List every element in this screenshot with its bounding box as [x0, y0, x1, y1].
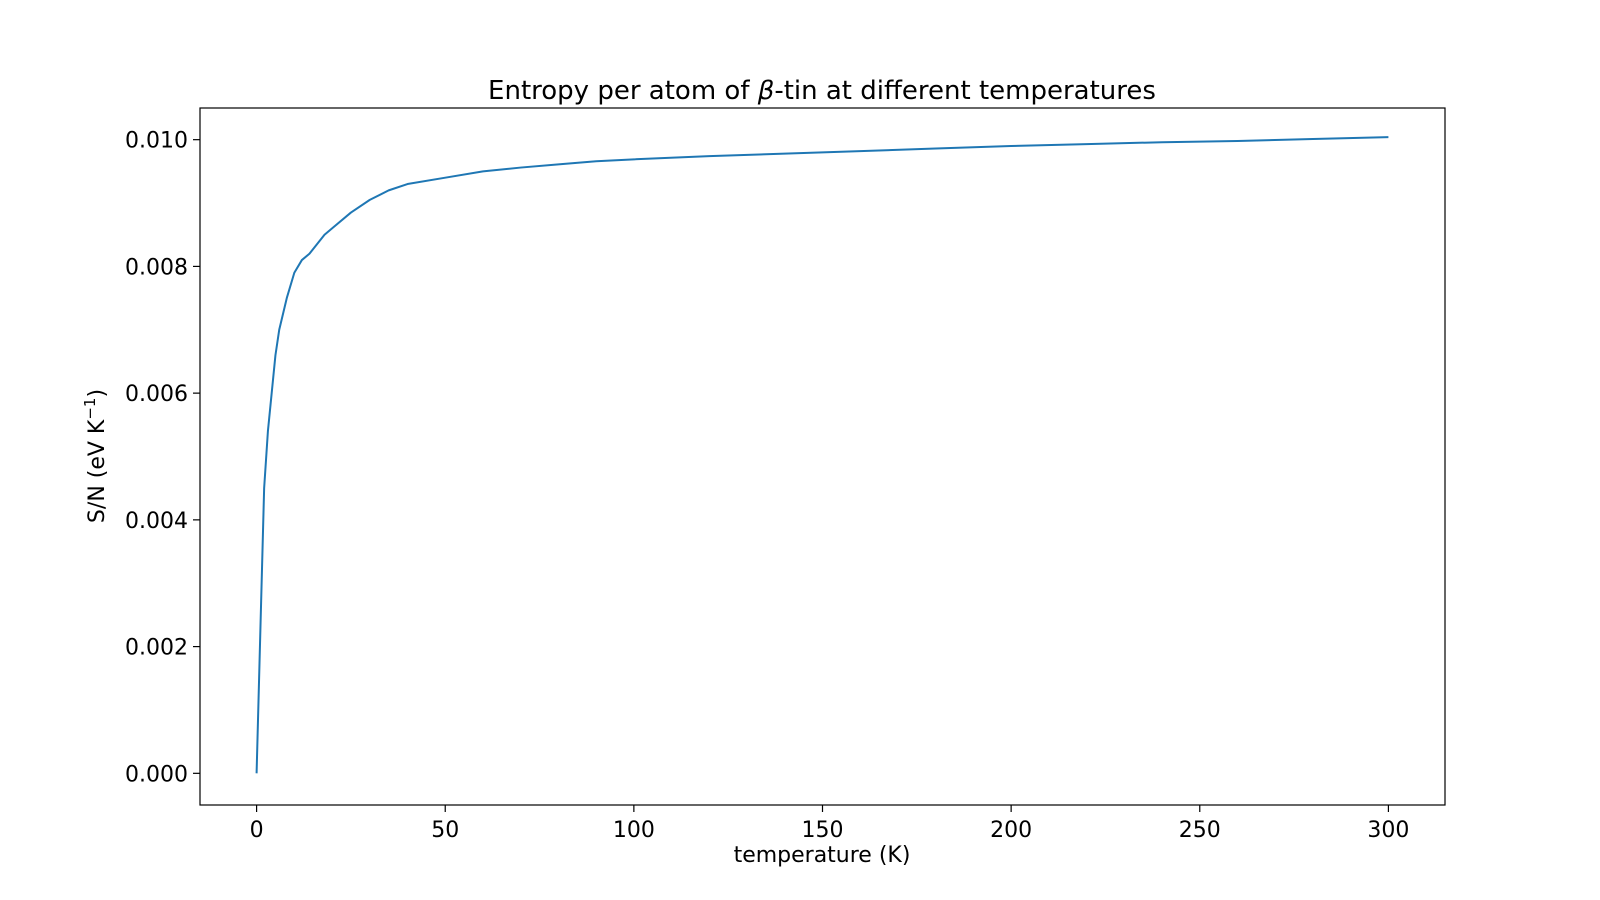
x-tick-label: 250 [1179, 818, 1221, 843]
x-tick-label: 300 [1367, 818, 1409, 843]
chart-title-symbol: β [757, 76, 775, 106]
y-tick-label: 0.008 [125, 255, 188, 280]
chart-title-suffix: -tin at different temperatures [774, 76, 1156, 106]
y-axis-label-close: ) [85, 389, 110, 398]
x-axis-ticks: 0 50 100 150 200 250 300 [250, 805, 1409, 843]
y-tick-label: 0.000 [125, 762, 188, 787]
x-tick-label: 100 [613, 818, 655, 843]
y-tick-label: 0.006 [125, 382, 188, 407]
x-tick-label: 50 [431, 818, 459, 843]
x-tick-label: 150 [802, 818, 844, 843]
y-axis-label: S/N (eV K−1) [81, 389, 110, 523]
plot-layer [255, 136, 1389, 774]
y-tick-label: 0.010 [125, 129, 188, 154]
chart-title: Entropy per atom of β-tin at different t… [488, 76, 1156, 106]
chart-title-prefix: Entropy per atom of [488, 76, 758, 106]
x-tick-label: 200 [990, 818, 1032, 843]
y-axis-label-main: S/N (eV K [85, 419, 110, 523]
y-axis-ticks: 0.000 0.002 0.004 0.006 0.008 0.010 [125, 129, 200, 787]
y-axis-label-superscript: −1 [81, 398, 99, 420]
x-axis-label: temperature (K) [734, 843, 911, 868]
y-tick-label: 0.002 [125, 636, 188, 661]
plot-frame [199, 107, 1446, 806]
y-tick-label: 0.004 [125, 509, 188, 534]
series-line-entropy [255, 136, 1389, 774]
x-tick-label: 0 [250, 818, 264, 843]
